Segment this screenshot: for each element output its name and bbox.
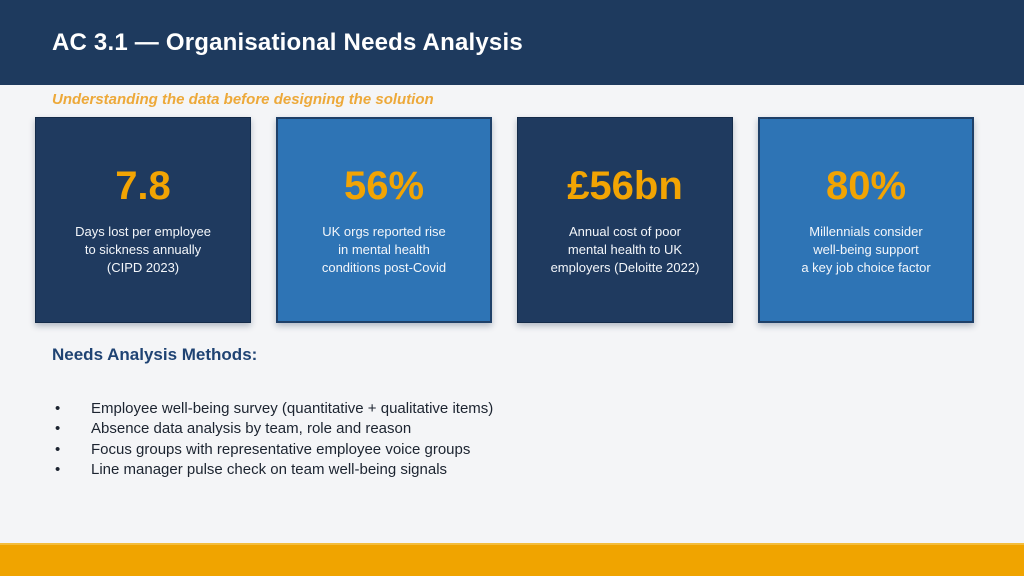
stat-cards-row: 7.8 Days lost per employee to sickness a…: [35, 117, 974, 323]
stat-description-line: UK orgs reported rise: [322, 224, 446, 239]
bullet-text: Absence data analysis by team, role and …: [91, 420, 412, 438]
slide-subtitle: Understanding the data before designing …: [52, 91, 434, 108]
slide-header: AC 3.1 — Organisational Needs Analysis: [0, 0, 1024, 85]
bullet-marker: •: [55, 461, 61, 479]
stat-card-days-lost: 7.8 Days lost per employee to sickness a…: [35, 117, 251, 323]
bullet-marker: •: [55, 400, 61, 417]
stat-description-line: a key job choice factor: [801, 260, 931, 275]
stat-card-millennials: 80% Millennials consider well-being supp…: [758, 117, 974, 323]
bullet-item: • Absence data analysis by team, role an…: [55, 419, 493, 439]
stat-description-line: conditions post-Covid: [321, 260, 447, 275]
stat-card-annual-cost: £56bn Annual cost of poor mental health …: [517, 117, 733, 323]
stat-value: 56%: [343, 164, 425, 208]
bullet-text: Line manager pulse check on team well-be…: [91, 461, 448, 479]
stat-value: 80%: [825, 164, 907, 208]
stat-description-line: (CIPD 2023): [106, 260, 180, 275]
stat-description-line: in mental health: [338, 242, 430, 257]
footer-accent-bar: [0, 543, 1024, 576]
stat-description-line: to sickness annually: [84, 242, 202, 257]
stat-description-line: Millennials consider: [809, 224, 923, 239]
methods-heading: Needs Analysis Methods:: [52, 345, 258, 364]
stat-description-line: well-being support: [813, 242, 919, 257]
stat-card-mental-health-rise: 56% UK orgs reported rise in mental heal…: [276, 117, 492, 323]
stat-description-line: Annual cost of poor: [568, 224, 682, 239]
stat-value: £56bn: [567, 164, 683, 208]
bullet-item: • Focus groups with representative emplo…: [55, 440, 493, 460]
slide-title: AC 3.1 — Organisational Needs Analysis: [52, 28, 523, 56]
bullet-item: • Line manager pulse check on team well-…: [55, 460, 493, 480]
bullet-text: Employee well-being survey (quantitative…: [91, 400, 494, 417]
bullet-marker: •: [55, 420, 61, 438]
stat-description-line: Days lost per employee: [75, 224, 211, 239]
stat-value: 7.8: [115, 164, 171, 208]
stat-description-line: employers (Deloitte 2022): [550, 260, 700, 275]
bullet-text: Focus groups with representative employe…: [91, 440, 471, 458]
methods-list: • Employee well-being survey (quantitati…: [55, 399, 493, 481]
bullet-item: • Employee well-being survey (quantitati…: [55, 399, 493, 419]
bullet-marker: •: [55, 440, 61, 458]
stat-description-line: mental health to UK: [567, 242, 683, 257]
